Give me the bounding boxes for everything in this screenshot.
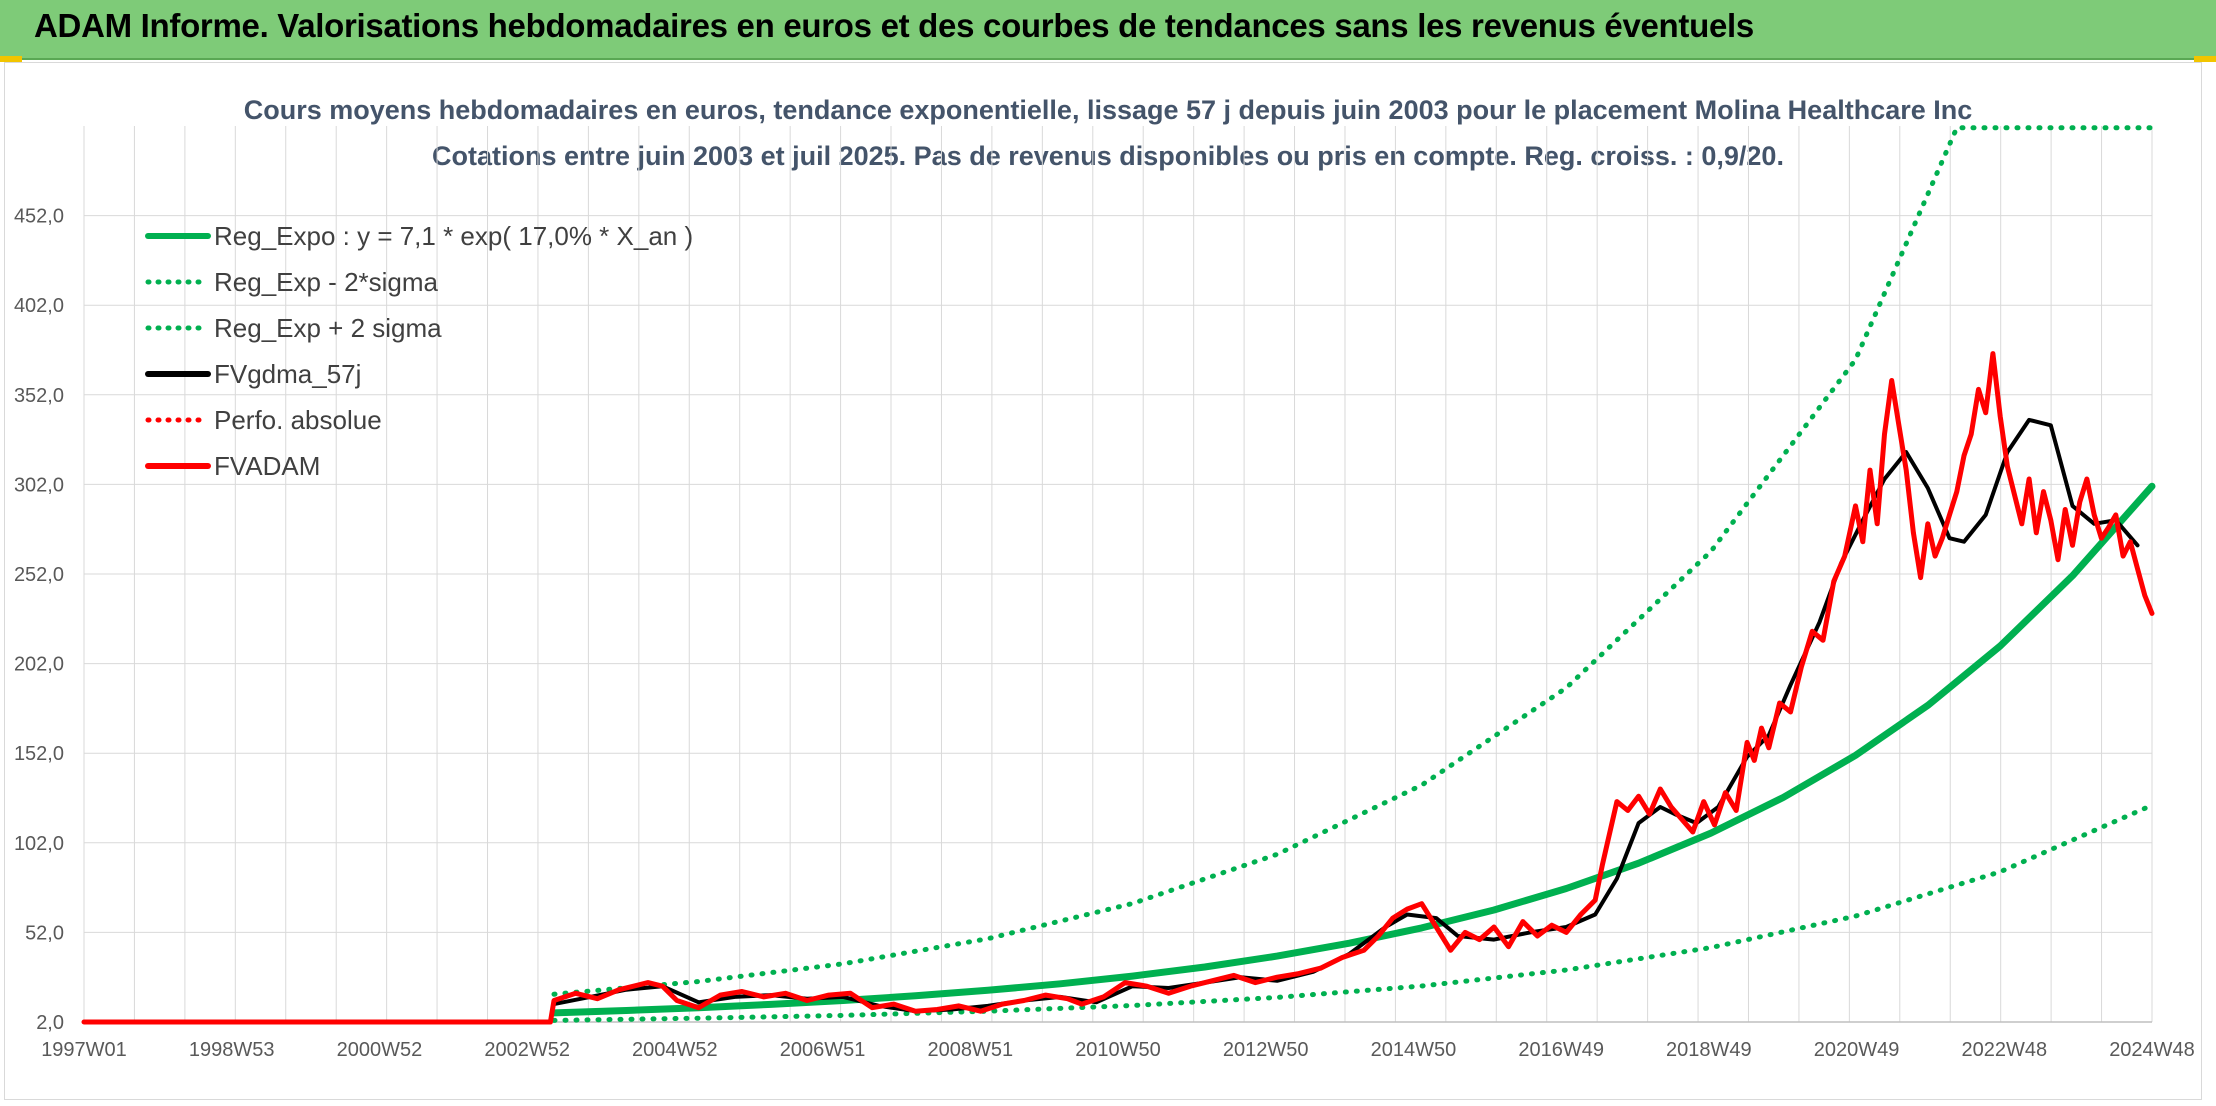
x-tick-label: 2022W48 [1961,1039,2047,1061]
y-tick-label: 2,0 [36,1012,64,1034]
chart-subtitle: Cotations entre juin 2003 et juil 2025. … [432,141,1784,171]
x-tick-label: 2010W50 [1075,1039,1161,1061]
y-tick-label: 152,0 [14,743,64,765]
y-tick-label: 402,0 [14,295,64,317]
legend-label-4: Perfo. absolue [214,405,382,435]
series-line-1 [551,802,2155,1023]
axis-ticks: 2,0 52,0 102,0 152,0 202,0 252,0 302,0 352,0 402… [14,206,2195,1061]
y-tick-label: 52,0 [25,922,64,944]
series-layer [81,125,2156,1025]
x-tick-label: 2006W51 [780,1039,866,1061]
x-tick-label: 2012W50 [1223,1039,1309,1061]
y-tick-label: 252,0 [14,564,64,586]
x-tick-label: 2024W48 [2109,1039,2195,1061]
x-tick-label: 2016W49 [1518,1039,1604,1061]
legend-label-2: Reg_Exp + 2 sigma [214,313,442,343]
report-title: ADAM Informe. Valorisations hebdomadaire… [34,7,1754,44]
legend-label-3: FVgdma_57j [214,359,361,389]
y-tick-label: 302,0 [14,474,64,496]
x-tick-label: 2018W49 [1666,1039,1752,1061]
legend: Reg_Expo : y = 7,1 * exp( 17,0% * X_an )… [145,221,693,481]
report-banner: ADAM Informe. Valorisations hebdomadaire… [0,0,2216,60]
x-tick-label: 1998W53 [189,1039,275,1061]
grid [83,126,2153,1023]
legend-label-5: FVADAM [214,451,320,481]
y-tick-label: 202,0 [14,654,64,676]
x-tick-label: 2000W52 [337,1039,423,1061]
series-line-0 [550,482,2156,1017]
legend-label-1: Reg_Exp - 2*sigma [214,267,439,297]
x-tick-label: 2008W51 [927,1039,1013,1061]
x-tick-label: 2002W52 [484,1039,570,1061]
y-tick-label: 352,0 [14,385,64,407]
chart-title: Cours moyens hebdomadaires en euros, ten… [244,95,1973,125]
x-tick-label: 2014W50 [1371,1039,1457,1061]
corner-marker-left [0,56,22,62]
y-tick-label: 102,0 [14,833,64,855]
corner-marker-right [2194,56,2216,62]
y-tick-label: 452,0 [14,206,64,228]
x-tick-label: 2020W49 [1814,1039,1900,1061]
x-tick-label: 2004W52 [632,1039,718,1061]
chart-frame [4,62,2202,1100]
legend-label-0: Reg_Expo : y = 7,1 * exp( 17,0% * X_an ) [214,221,693,251]
series-line-4 [81,351,2155,1025]
x-tick-label: 1997W01 [41,1039,127,1061]
series-line-2 [551,125,2155,997]
